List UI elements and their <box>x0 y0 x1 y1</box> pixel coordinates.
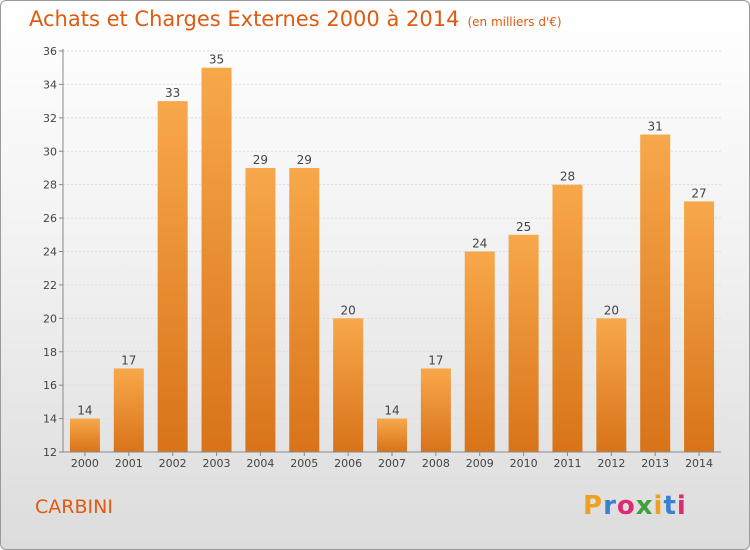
y-tick-label: 18 <box>43 346 57 359</box>
bar-2003 <box>201 67 232 452</box>
proxiti-logo: Proxiti <box>583 491 687 521</box>
data-label: 27 <box>691 186 706 200</box>
data-label: 17 <box>428 353 443 367</box>
bar-2001 <box>113 368 144 452</box>
y-tick-label: 32 <box>43 112 57 125</box>
x-tick-label: 2002 <box>159 457 187 470</box>
x-tick-label: 2005 <box>290 457 318 470</box>
y-tick-label: 20 <box>43 312 57 325</box>
data-label: 29 <box>253 153 268 167</box>
bar-2013 <box>640 134 671 452</box>
bar-2000 <box>69 418 100 452</box>
x-tick-label: 2009 <box>466 457 494 470</box>
y-tick-label: 12 <box>43 446 57 459</box>
x-tick-label: 2010 <box>510 457 538 470</box>
data-label: 29 <box>297 153 312 167</box>
logo-letter: i <box>653 491 664 521</box>
chart-title: Achats et Charges Externes 2000 à 2014 (e… <box>29 7 562 31</box>
logo-letter: r <box>603 491 617 521</box>
bar-2005 <box>289 167 320 453</box>
bar-2007 <box>377 418 407 452</box>
data-label: 17 <box>121 353 136 367</box>
bar-2014 <box>684 201 715 452</box>
y-tick-label: 24 <box>43 246 57 259</box>
data-label: 24 <box>472 237 487 251</box>
data-label: 33 <box>165 86 180 100</box>
x-tick-label: 2000 <box>71 457 99 470</box>
data-label: 35 <box>209 53 224 67</box>
x-tick-label: 2008 <box>422 457 450 470</box>
commune-name: CARBINI <box>35 496 113 518</box>
bar-2002 <box>157 101 188 452</box>
chart-title-text: Achats et Charges Externes 2000 à 2014 <box>29 7 460 31</box>
x-tick-label: 2003 <box>203 457 231 470</box>
axes: 12 14 16 18 20 22 24 26 28 30 32 34 36 2000 2001 2002 20… <box>43 45 721 470</box>
bar-2010 <box>508 234 539 452</box>
data-label: 14 <box>384 404 399 418</box>
x-tick-label: 2007 <box>378 457 406 470</box>
data-label: 28 <box>560 170 575 184</box>
data-label: 20 <box>604 303 619 317</box>
logo-letter: o <box>616 491 636 521</box>
y-tick-label: 22 <box>43 279 57 292</box>
y-tick-label: 14 <box>43 413 57 426</box>
y-tick-label: 30 <box>43 145 57 158</box>
bar-2006 <box>333 318 364 452</box>
logo-letter: x <box>635 491 654 521</box>
data-label: 20 <box>340 303 355 317</box>
bar-2004 <box>245 167 276 453</box>
x-tick-label: 2012 <box>597 457 625 470</box>
y-tick-label: 26 <box>43 212 57 225</box>
y-tick-label: 36 <box>43 45 57 58</box>
bar-2009 <box>464 251 495 452</box>
bar-2011 <box>552 184 583 452</box>
y-tick-label: 16 <box>43 379 57 392</box>
x-tick-label: 2001 <box>115 457 143 470</box>
y-tick-label: 28 <box>43 179 57 192</box>
logo-letter: P <box>583 491 604 521</box>
y-tick-label: 34 <box>43 78 57 91</box>
data-label: 25 <box>516 220 531 234</box>
bar-2008 <box>420 368 451 452</box>
logo-letter: t <box>663 491 677 521</box>
logo-letter: i <box>676 491 687 521</box>
chart-subtitle: (en milliers d'€) <box>467 15 562 29</box>
data-label: 31 <box>648 120 663 134</box>
x-tick-label: 2006 <box>334 457 362 470</box>
x-tick-label: 2014 <box>685 457 713 470</box>
x-tick-label: 2004 <box>246 457 274 470</box>
x-tick-label: 2013 <box>641 457 669 470</box>
x-tick-label: 2011 <box>553 457 581 470</box>
data-label: 14 <box>77 404 92 418</box>
bar-2012 <box>596 318 627 452</box>
bars: 14 17 33 35 29 29 20 14 17 24 25 28 20 31 27 <box>69 53 715 453</box>
